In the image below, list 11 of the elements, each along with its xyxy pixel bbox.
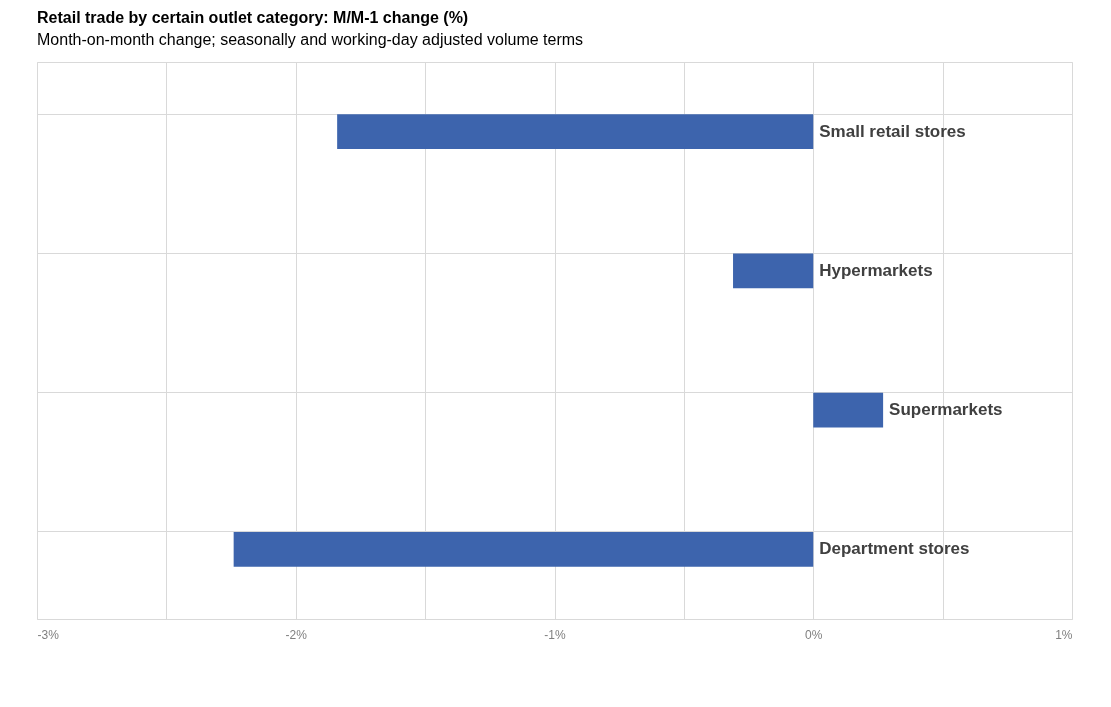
chart-title: Retail trade by certain outlet category: M/M-1 change (%) [37, 9, 469, 26]
y-tick-label: Small retail stores [819, 121, 966, 141]
x-tick-label: -1% [544, 627, 566, 642]
x-tick-label: -2% [285, 627, 308, 642]
y-tick-label: Supermarkets [889, 400, 1003, 420]
x-tick-label: 0% [805, 627, 823, 642]
y-tick-label: Department stores [819, 539, 970, 559]
chart-subtitle: Month-on-month change; seasonally and working-day adjusted volume terms [37, 31, 584, 48]
x-tick-label: -3% [37, 627, 60, 642]
x-tick-label: 1% [1055, 627, 1073, 642]
y-tick-label: Hypermarkets [819, 260, 933, 280]
